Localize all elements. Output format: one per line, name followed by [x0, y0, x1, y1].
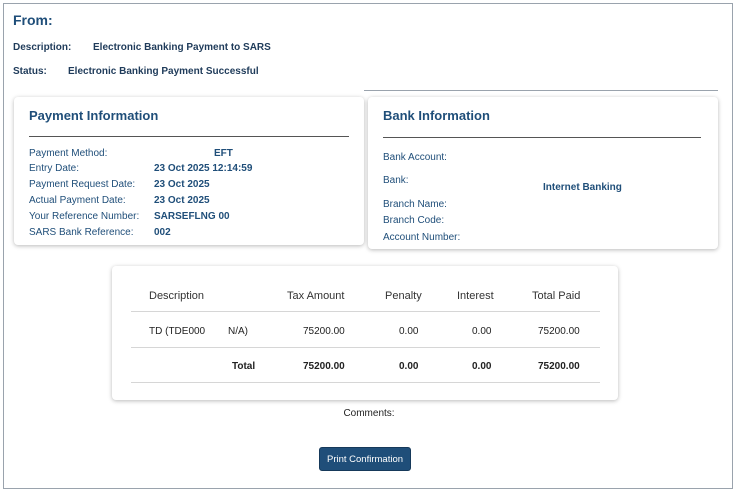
table-row-divider — [131, 347, 600, 348]
row-tax-amount: 75200.00 — [303, 326, 345, 337]
total-interest: 0.00 — [472, 361, 492, 372]
total-tax-amount: 75200.00 — [303, 361, 345, 372]
row-total-paid: 75200.00 — [538, 326, 580, 337]
column-header-penalty: Penalty — [385, 290, 422, 302]
column-header-description: Description — [149, 290, 205, 302]
reference-number-label: Your Reference Number: — [29, 211, 140, 222]
branch-name-label: Branch Name: — [383, 199, 447, 210]
payment-request-date-value: 23 Oct 2025 — [154, 179, 210, 190]
bank-value: Internet Banking — [543, 182, 622, 193]
row-description-extra: N/A) — [228, 326, 248, 337]
bank-information-rule — [383, 137, 701, 138]
payment-table-card: Description Tax Amount Penalty Interest … — [112, 266, 618, 400]
row-penalty: 0.00 — [399, 326, 419, 337]
column-header-total-paid: Total Paid — [532, 290, 581, 302]
table-footer-divider — [131, 382, 600, 383]
payment-information-rule — [29, 136, 349, 137]
payment-information-title: Payment Information — [29, 108, 159, 123]
description-value: Electronic Banking Payment to SARS — [93, 42, 271, 53]
payment-method-label: Payment Method: — [29, 148, 108, 159]
total-penalty: 0.00 — [399, 361, 419, 372]
column-header-tax-amount: Tax Amount — [287, 290, 345, 302]
header-divider — [364, 90, 718, 91]
row-interest: 0.00 — [472, 326, 492, 337]
branch-code-label: Branch Code: — [383, 215, 445, 226]
payment-information-card: Payment Information Payment Method: EFT … — [14, 97, 364, 245]
status-value: Electronic Banking Payment Successful — [68, 66, 259, 77]
table-header-divider — [131, 311, 600, 312]
sars-bank-reference-label: SARS Bank Reference: — [29, 227, 134, 238]
confirmation-page: From: Description: Electronic Banking Pa… — [3, 3, 733, 489]
comments-label: Comments: — [343, 408, 395, 419]
description-label: Description: — [13, 42, 72, 53]
bank-account-label: Bank Account: — [383, 152, 447, 163]
payment-method-value: EFT — [214, 148, 233, 159]
entry-date-label: Entry Date: — [29, 163, 80, 174]
row-description: TD (TDE000 — [149, 326, 206, 337]
print-confirmation-button[interactable]: Print Confirmation — [319, 447, 411, 471]
column-header-interest: Interest — [457, 290, 494, 302]
total-label: Total — [232, 361, 256, 372]
bank-label: Bank: — [383, 175, 409, 186]
status-label: Status: — [13, 66, 47, 77]
bank-information-title: Bank Information — [383, 108, 490, 123]
sars-bank-reference-value: 002 — [154, 227, 171, 238]
actual-payment-date-value: 23 Oct 2025 — [154, 195, 210, 206]
reference-number-value: SARSEFLNG 00 — [154, 211, 230, 222]
actual-payment-date-label: Actual Payment Date: — [29, 195, 126, 206]
total-total-paid: 75200.00 — [538, 361, 580, 372]
entry-date-value: 23 Oct 2025 12:14:59 — [154, 163, 253, 174]
account-number-label: Account Number: — [383, 232, 461, 243]
payment-request-date-label: Payment Request Date: — [29, 179, 136, 190]
from-title: From: — [13, 12, 53, 28]
bank-information-card: Bank Information Bank Account: Bank: Int… — [368, 97, 718, 249]
